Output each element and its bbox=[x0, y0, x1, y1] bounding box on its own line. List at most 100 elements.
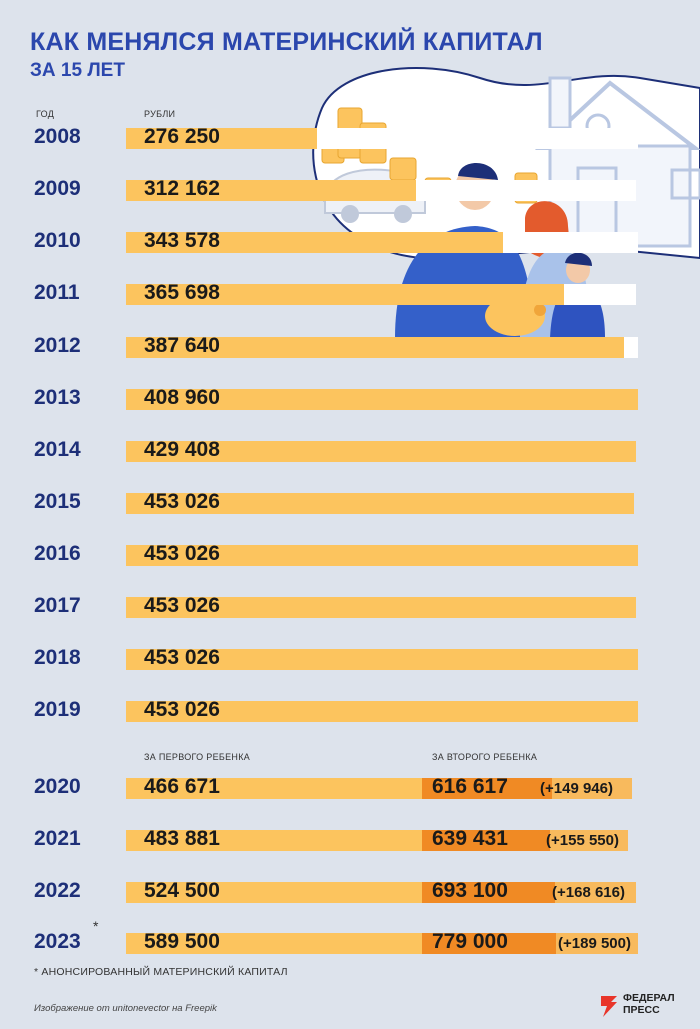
bar-second-value-label: 639 431 bbox=[432, 827, 508, 850]
bar-track: 365 698 bbox=[126, 281, 636, 305]
image-credit: Изображение от unitonevector на Freepik bbox=[34, 1003, 217, 1014]
bar-second-child bbox=[422, 830, 550, 851]
bar-value-label: 429 408 bbox=[144, 438, 220, 461]
bar-second-child-extra bbox=[552, 778, 632, 799]
footnote-marker: * bbox=[34, 966, 39, 978]
bar-first-child bbox=[126, 882, 422, 903]
bar-value-label: 466 671 bbox=[144, 775, 220, 798]
col-header-year: ГОД bbox=[36, 109, 55, 119]
bar-first-child bbox=[126, 232, 503, 253]
year-label: 2019 bbox=[34, 698, 81, 721]
year-label: 2012 bbox=[34, 334, 81, 357]
bar-second-value-label: 693 100 bbox=[432, 879, 508, 902]
bar-track: 466 671 616 617 (+149 946) bbox=[126, 775, 632, 799]
bar-first-child bbox=[126, 597, 636, 618]
bar-track: 453 026 bbox=[126, 594, 636, 618]
bar-value-label: 453 026 bbox=[144, 698, 220, 721]
year-label: 2015 bbox=[34, 490, 81, 513]
bar-value-label: 453 026 bbox=[144, 490, 220, 513]
bar-gap bbox=[396, 830, 422, 851]
bar-track: 343 578 bbox=[126, 229, 638, 253]
bar-second-child-extra bbox=[549, 830, 628, 851]
bar-gap bbox=[396, 933, 422, 954]
year-label: 2011 bbox=[34, 281, 80, 304]
bar-value-label: 408 960 bbox=[144, 386, 220, 409]
year-label: 2010 bbox=[34, 229, 81, 252]
increment-label: (+189 500) bbox=[558, 935, 631, 952]
bar-second-child-extra bbox=[555, 933, 638, 954]
bar-value-label: 453 026 bbox=[144, 542, 220, 565]
bar-first-child bbox=[126, 649, 638, 670]
col-header-first-child: ЗА ПЕРВОГО РЕБЕНКА bbox=[144, 752, 251, 762]
bar-value-label: 312 162 bbox=[144, 177, 220, 200]
piggy-bank-icon bbox=[485, 296, 546, 336]
bar-value-label: 365 698 bbox=[144, 281, 220, 304]
increment-label: (+155 550) bbox=[546, 832, 619, 849]
bar-first-child bbox=[126, 830, 422, 851]
bar-first-child bbox=[126, 933, 422, 954]
bar-value-label: 453 026 bbox=[144, 646, 220, 669]
year-label: 2018 bbox=[34, 646, 81, 669]
bar-second-value-label: 616 617 bbox=[432, 775, 508, 798]
page-subtitle: ЗА 15 ЛЕТ bbox=[30, 60, 125, 81]
bar-value-label: 524 500 bbox=[144, 879, 220, 902]
family-illustration bbox=[312, 67, 700, 338]
increment-label: (+149 946) bbox=[540, 780, 613, 797]
col-header-second-child: ЗА ВТОРОГО РЕБЕНКА bbox=[432, 752, 538, 762]
year-label: 2023 bbox=[34, 930, 81, 953]
bar-first-child bbox=[126, 778, 422, 799]
logo-line2: ПРЕСС bbox=[623, 1004, 660, 1016]
bar-track: 276 250 bbox=[126, 125, 638, 149]
year-label: 2013 bbox=[34, 386, 81, 409]
bar-gap bbox=[396, 778, 422, 799]
year-label: 2008 bbox=[34, 125, 81, 148]
logo-icon bbox=[601, 996, 617, 1017]
bar-first-child bbox=[126, 284, 564, 305]
bar-track: 408 960 bbox=[126, 386, 638, 410]
bar-first-child bbox=[126, 337, 625, 358]
bar-track: 387 640 bbox=[126, 334, 638, 358]
year-label: 2021 bbox=[34, 827, 81, 850]
bar-first-child bbox=[126, 180, 417, 201]
logo-line1: ФЕДЕРАЛ bbox=[623, 992, 675, 1004]
page-title: КАК МЕНЯЛСЯ МАТЕРИНСКИЙ КАПИТАЛ bbox=[30, 28, 543, 56]
bar-second-child-extra bbox=[554, 882, 636, 903]
bar-first-child bbox=[126, 545, 638, 566]
year-label: 2020 bbox=[34, 775, 81, 798]
bar-gap bbox=[396, 882, 422, 903]
bar-track: 483 881 639 431 (+155 550) bbox=[126, 827, 628, 851]
bar-track: 453 026 bbox=[126, 646, 638, 670]
col-header-rubles: РУБЛИ bbox=[144, 109, 176, 119]
bar-value-label: 276 250 bbox=[144, 125, 220, 148]
logo: ФЕДЕРАЛ ПРЕСС bbox=[598, 992, 688, 1020]
footnote-star: * bbox=[93, 918, 99, 934]
bar-value-label: 483 881 bbox=[144, 827, 220, 850]
year-label: 2017 bbox=[34, 594, 81, 617]
bar-track: 429 408 bbox=[126, 438, 636, 462]
bar-value-label: 453 026 bbox=[144, 594, 220, 617]
bar-value-label: 343 578 bbox=[144, 229, 220, 252]
year-label: 2022 bbox=[34, 879, 81, 902]
bar-second-child bbox=[422, 933, 556, 954]
bar-track: 453 026 bbox=[126, 698, 638, 722]
bar-value-label: 387 640 bbox=[144, 334, 220, 357]
bar-track: 312 162 bbox=[126, 177, 636, 201]
bar-first-child bbox=[126, 389, 638, 410]
bar-track: 589 500 779 000 (+189 500) bbox=[126, 930, 638, 954]
year-label: 2014 bbox=[34, 438, 81, 461]
bar-first-child bbox=[126, 493, 634, 514]
bar-second-child bbox=[422, 882, 555, 903]
year-label: 2016 bbox=[34, 542, 81, 565]
year-label: 2009 bbox=[34, 177, 81, 200]
bar-track: 453 026 bbox=[126, 490, 634, 514]
bar-first-child bbox=[126, 128, 318, 149]
bar-track: 524 500 693 100 (+168 616) bbox=[126, 879, 636, 903]
bar-second-child bbox=[422, 778, 553, 799]
bar-second-value-label: 779 000 bbox=[432, 930, 508, 953]
footnote-text: АНОНСИРОВАННЫЙ МАТЕРИНСКИЙ КАПИТАЛ bbox=[41, 966, 288, 978]
bar-track: 453 026 bbox=[126, 542, 638, 566]
bar-first-child bbox=[126, 701, 638, 722]
bar-first-child bbox=[126, 441, 636, 462]
increment-label: (+168 616) bbox=[552, 884, 625, 901]
bar-value-label: 589 500 bbox=[144, 930, 220, 953]
